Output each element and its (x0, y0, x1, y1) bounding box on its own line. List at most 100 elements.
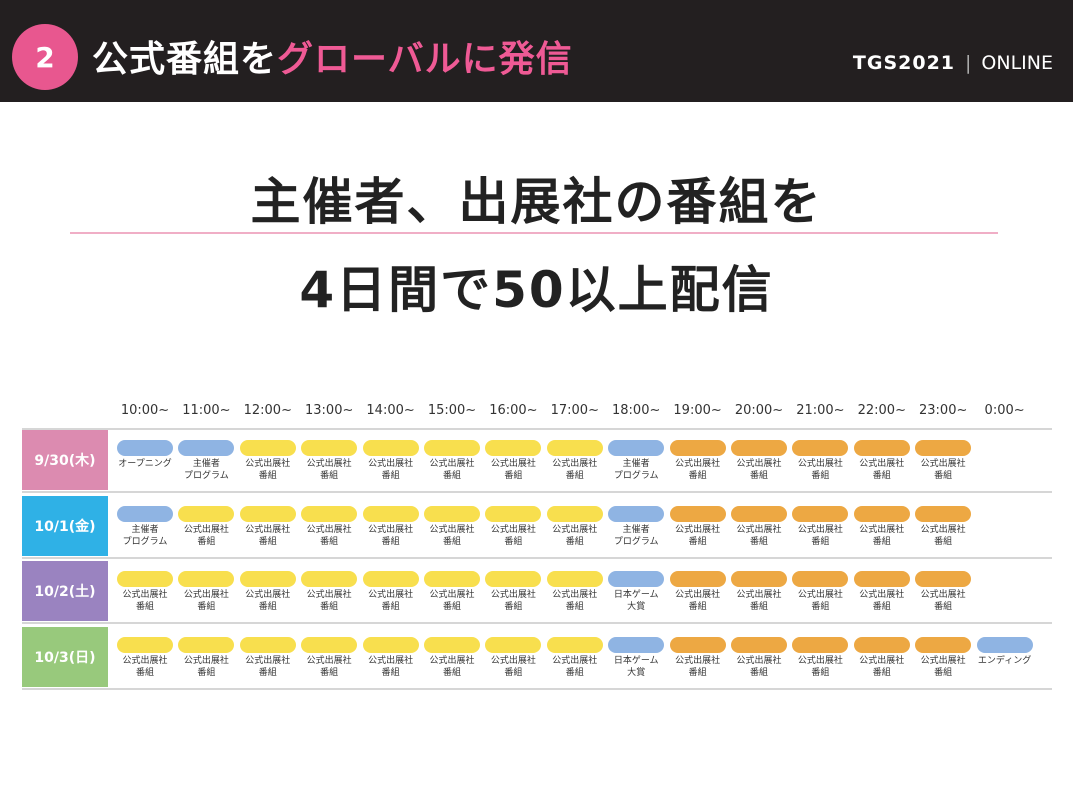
program-slot: 公式出展社 番組 (116, 636, 174, 679)
program-bar (915, 505, 972, 522)
program-slot: エンディング (976, 636, 1034, 667)
program-label: 公式出展社 番組 (245, 459, 291, 481)
program-bar (546, 636, 603, 653)
program-bar (301, 440, 358, 456)
program-label: 公式出展社 番組 (920, 524, 966, 547)
program-bar (362, 505, 419, 522)
logo-tgs: TGS2021 (852, 52, 956, 74)
program-slot: 公式出展社 番組 (669, 571, 727, 613)
program-slot: 公式出展社 番組 (669, 440, 727, 482)
program-label: 公式出展社 番組 (429, 655, 475, 678)
time-slot-label: 15:00~ (427, 403, 477, 418)
program-label: 公式出展社 番組 (675, 524, 721, 547)
program-label: 公式出展社 番組 (183, 590, 229, 612)
program-bar (178, 571, 235, 587)
program-label: 公式出展社 番組 (552, 524, 598, 547)
program-slot: 公式出展社 番組 (914, 440, 972, 482)
program-slot: 公式出展社 番組 (546, 571, 604, 613)
program-slot: 主催者 プログラム (116, 505, 174, 548)
program-label: 公式出展社 番組 (368, 524, 414, 547)
program-slot: 公式出展社 番組 (300, 571, 358, 613)
program-label: 公式出展社 番組 (920, 459, 966, 481)
program-label: 公式出展社 番組 (429, 524, 475, 547)
program-label: 公式出展社 番組 (797, 524, 843, 547)
program-slot: 公式出展社 番組 (730, 571, 788, 613)
program-slot: 公式出展社 番組 (239, 505, 297, 548)
program-slot: 公式出展社 番組 (853, 440, 911, 482)
program-label: 公式出展社 番組 (920, 655, 966, 678)
time-slot-label: 18:00~ (612, 403, 661, 418)
program-slot: 公式出展社 番組 (669, 505, 727, 548)
headline-line-1: 主催者、出展社の番組を (250, 173, 823, 231)
program-bar (915, 440, 972, 456)
program-bar (239, 505, 296, 522)
program-slot: 公式出展社 番組 (177, 505, 235, 548)
program-slot: 公式出展社 番組 (177, 571, 235, 613)
time-slot-label: 14:00~ (366, 403, 415, 418)
program-slot: オープニング (116, 440, 174, 470)
time-slot-label: 19:00~ (673, 403, 722, 418)
program-slot: 公式出展社 番組 (484, 636, 542, 679)
program-slot: 公式出展社 番組 (546, 505, 604, 548)
program-bar (792, 571, 849, 587)
program-bar (117, 571, 173, 587)
program-slot: 公式出展社 番組 (791, 571, 849, 613)
program-slot: 主催者 プログラム (607, 440, 665, 482)
program-slot: 公式出展社 番組 (914, 505, 972, 548)
program-bar (485, 636, 542, 653)
program-slot: 公式出展社 番組 (546, 440, 604, 482)
program-label: 公式出展社 番組 (859, 459, 905, 481)
program-slot: 公式出展社 番組 (546, 636, 604, 679)
program-slot: 公式出展社 番組 (484, 505, 542, 548)
program-bar (731, 505, 787, 522)
program-slot: 公式出展社 番組 (914, 636, 972, 679)
program-bar (731, 571, 787, 587)
program-bar (301, 571, 358, 587)
program-bar (546, 571, 603, 587)
program-slot: 公式出展社 番組 (423, 571, 481, 613)
program-slot: 公式出展社 番組 (669, 636, 727, 679)
program-bar (669, 636, 726, 653)
program-bar (424, 505, 480, 522)
program-slot: 公式出展社 番組 (484, 571, 542, 613)
time-slot-label: 12:00~ (243, 403, 292, 418)
program-bar (424, 636, 480, 653)
program-bar (608, 636, 665, 653)
header-bar: 2 公式番組をグローバルに発信 TGS2021 | ONLINE (0, 0, 1073, 102)
program-label: 公式出展社 番組 (859, 655, 905, 678)
program-slot: 公式出展社 番組 (730, 505, 788, 548)
program-slot: 公式出展社 番組 (362, 505, 420, 548)
section-title-main: 公式番組を (92, 39, 278, 80)
program-slot: 公式出展社 番組 (362, 571, 420, 613)
program-label: 公式出展社 番組 (245, 655, 291, 678)
program-bar (731, 636, 787, 653)
program-label: 公式出展社 番組 (675, 590, 721, 612)
schedule-row: 9/30(木) オープニング 主催者 プログラム 公式出展社 番組 公式出展社 番組 公式… (22, 428, 1052, 493)
logo-separator: | (965, 52, 972, 74)
section-title: 公式番組をグローバルに発信 (92, 30, 573, 82)
program-bar (792, 440, 849, 456)
program-label: 公式出展社 番組 (490, 524, 536, 547)
program-label: 公式出展社 番組 (368, 655, 414, 678)
program-bar (853, 505, 910, 522)
program-bar (424, 440, 480, 456)
program-label: 公式出展社 番組 (552, 590, 598, 612)
program-bar (546, 440, 603, 456)
program-slot: 主催者 プログラム (177, 440, 235, 482)
program-slot: 公式出展社 番組 (300, 636, 358, 679)
program-label: 公式出展社 番組 (675, 459, 721, 481)
time-slot-label: 23:00~ (919, 403, 968, 418)
program-bar (178, 636, 235, 653)
program-label: 公式出展社 番組 (490, 590, 536, 612)
program-slot: 公式出展社 番組 (239, 440, 297, 482)
program-label: 公式出展社 番組 (368, 590, 414, 612)
program-slot: 公式出展社 番組 (423, 636, 481, 679)
row-divider (22, 491, 1052, 493)
program-slot: 公式出展社 番組 (914, 571, 972, 613)
program-label: 公式出展社 番組 (306, 655, 352, 678)
day-label: 10/2(土) (22, 561, 108, 621)
time-slot-label: 16:00~ (489, 403, 538, 418)
program-bar (485, 571, 542, 587)
program-bar (362, 636, 419, 653)
program-label: 公式出展社 番組 (306, 590, 352, 612)
